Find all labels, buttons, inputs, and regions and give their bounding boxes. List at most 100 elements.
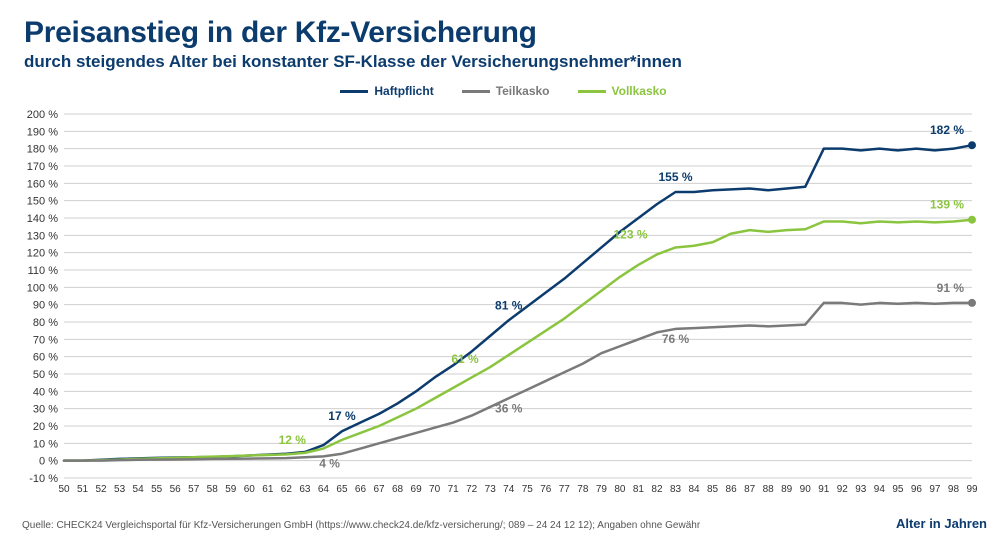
svg-text:56: 56 — [170, 484, 182, 495]
svg-text:68: 68 — [392, 484, 404, 495]
svg-text:79: 79 — [596, 484, 608, 495]
svg-text:130 %: 130 % — [27, 230, 58, 242]
svg-text:110 %: 110 % — [28, 265, 59, 277]
svg-text:58: 58 — [207, 484, 219, 495]
svg-text:53: 53 — [114, 484, 126, 495]
svg-text:50: 50 — [58, 484, 70, 495]
end-marker-vollkasko — [968, 216, 976, 224]
callout-label: 61 % — [451, 352, 479, 366]
svg-text:80: 80 — [614, 484, 626, 495]
svg-text:190 %: 190 % — [27, 126, 58, 138]
svg-text:72: 72 — [466, 484, 478, 495]
svg-text:70: 70 — [429, 484, 441, 495]
svg-text:180 %: 180 % — [27, 144, 58, 156]
line-chart: -10 %0 %10 %20 %30 %40 %50 %60 %70 %80 %… — [20, 108, 986, 500]
svg-text:61: 61 — [262, 484, 274, 495]
chart-subtitle: durch steigendes Alter bei konstanter SF… — [24, 52, 983, 72]
source-footer: Quelle: CHECK24 Vergleichsportal für Kfz… — [22, 520, 700, 531]
svg-text:91: 91 — [818, 484, 830, 495]
series-teilkasko — [64, 303, 972, 461]
svg-text:84: 84 — [688, 484, 700, 495]
series-vollkasko — [64, 220, 972, 461]
callout-label: 91 % — [937, 281, 965, 295]
svg-text:70 %: 70 % — [33, 334, 58, 346]
svg-text:50 %: 50 % — [33, 369, 58, 381]
svg-text:0 %: 0 % — [39, 456, 58, 468]
svg-text:83: 83 — [670, 484, 682, 495]
legend-item-vollkasko: Vollkasko — [578, 84, 667, 98]
callout-label: 12 % — [279, 433, 307, 447]
xaxis-title: Alter in Jahren — [896, 516, 987, 531]
svg-text:80 %: 80 % — [33, 317, 58, 329]
legend-label: Vollkasko — [612, 84, 667, 98]
svg-text:54: 54 — [133, 484, 145, 495]
svg-text:71: 71 — [448, 484, 460, 495]
legend-swatch-teilkasko — [462, 90, 490, 93]
svg-text:120 %: 120 % — [27, 248, 58, 260]
callout-label: 139 % — [930, 198, 964, 212]
svg-text:60: 60 — [244, 484, 256, 495]
svg-text:75: 75 — [522, 484, 534, 495]
svg-text:55: 55 — [151, 484, 163, 495]
svg-text:77: 77 — [559, 484, 571, 495]
legend-label: Teilkasko — [496, 84, 550, 98]
svg-text:66: 66 — [355, 484, 367, 495]
svg-text:74: 74 — [503, 484, 515, 495]
svg-text:97: 97 — [929, 484, 941, 495]
callout-label: 4 % — [319, 457, 340, 471]
svg-text:88: 88 — [763, 484, 775, 495]
svg-text:20 %: 20 % — [33, 421, 58, 433]
svg-text:94: 94 — [874, 484, 886, 495]
callout-label: 17 % — [328, 409, 356, 423]
end-marker-teilkasko — [968, 299, 976, 307]
svg-text:140 %: 140 % — [27, 213, 58, 225]
svg-text:81: 81 — [633, 484, 645, 495]
svg-text:62: 62 — [281, 484, 293, 495]
svg-text:93: 93 — [855, 484, 867, 495]
svg-text:78: 78 — [577, 484, 589, 495]
svg-text:99: 99 — [966, 484, 978, 495]
svg-text:160 %: 160 % — [27, 178, 58, 190]
svg-text:90 %: 90 % — [33, 300, 58, 312]
svg-text:52: 52 — [95, 484, 107, 495]
svg-text:86: 86 — [726, 484, 738, 495]
legend-swatch-vollkasko — [578, 90, 606, 93]
svg-text:200 %: 200 % — [27, 109, 58, 121]
callout-label: 36 % — [495, 401, 523, 415]
svg-text:100 %: 100 % — [27, 282, 58, 294]
svg-text:51: 51 — [77, 484, 89, 495]
svg-text:57: 57 — [188, 484, 200, 495]
end-marker-haftpflicht — [968, 141, 976, 149]
svg-text:87: 87 — [744, 484, 756, 495]
svg-text:170 %: 170 % — [27, 161, 58, 173]
svg-text:30 %: 30 % — [33, 404, 58, 416]
svg-text:95: 95 — [892, 484, 904, 495]
svg-text:69: 69 — [411, 484, 423, 495]
callout-label: 123 % — [613, 227, 647, 241]
chart-area: -10 %0 %10 %20 %30 %40 %50 %60 %70 %80 %… — [20, 108, 986, 500]
svg-text:89: 89 — [781, 484, 793, 495]
svg-text:98: 98 — [948, 484, 960, 495]
svg-text:82: 82 — [651, 484, 663, 495]
svg-text:-10 %: -10 % — [29, 473, 58, 485]
chart-title: Preisanstieg in der Kfz-Versicherung — [24, 16, 983, 50]
svg-text:65: 65 — [336, 484, 348, 495]
legend-item-haftpflicht: Haftpflicht — [340, 84, 433, 98]
callout-label: 81 % — [495, 298, 523, 312]
callout-label: 76 % — [662, 332, 690, 346]
legend: Haftpflicht Teilkasko Vollkasko — [0, 84, 1007, 98]
svg-text:60 %: 60 % — [33, 352, 58, 364]
svg-text:59: 59 — [225, 484, 237, 495]
callout-label: 182 % — [930, 123, 964, 137]
svg-text:92: 92 — [837, 484, 849, 495]
svg-text:64: 64 — [318, 484, 330, 495]
svg-text:76: 76 — [540, 484, 552, 495]
svg-text:63: 63 — [299, 484, 311, 495]
legend-label: Haftpflicht — [374, 84, 433, 98]
svg-text:96: 96 — [911, 484, 923, 495]
svg-text:90: 90 — [800, 484, 812, 495]
callout-label: 155 % — [658, 170, 692, 184]
legend-item-teilkasko: Teilkasko — [462, 84, 550, 98]
svg-text:67: 67 — [373, 484, 385, 495]
svg-text:150 %: 150 % — [27, 196, 58, 208]
